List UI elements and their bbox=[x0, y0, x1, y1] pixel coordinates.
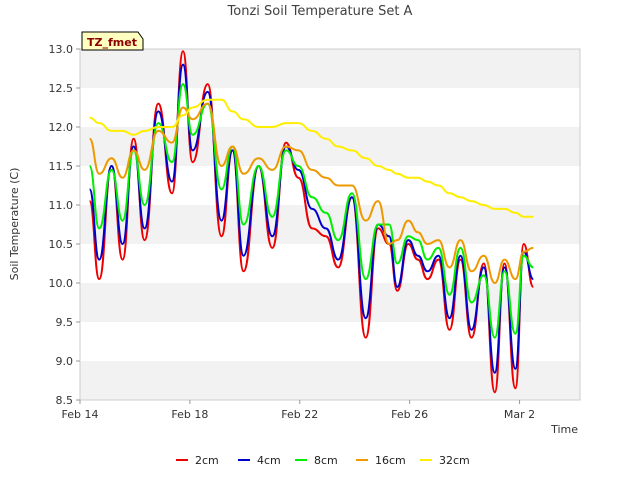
grid-band bbox=[80, 283, 580, 322]
series-line-16cm bbox=[88, 102, 534, 284]
y-axis: 8.5 9.0 9.5 10.0 10.5 11.0 11.5 12.0 12.5 13.0 bbox=[49, 43, 80, 407]
series-lines bbox=[88, 50, 535, 394]
y-tick-label: 12.0 bbox=[49, 121, 74, 134]
grid-band bbox=[80, 322, 580, 361]
legend-label-2cm: 2cm bbox=[195, 454, 219, 467]
grid-band bbox=[80, 244, 580, 283]
x-tick-label: Mar 2 bbox=[504, 408, 535, 421]
y-tick-label: 8.5 bbox=[56, 394, 74, 407]
series-line-8cm bbox=[88, 83, 534, 339]
y-axis-label: Soil Temperature (C) bbox=[8, 168, 21, 281]
series-line-32cm bbox=[89, 98, 534, 218]
legend-label-16cm: 16cm bbox=[375, 454, 406, 467]
y-tick-label: 12.5 bbox=[49, 82, 74, 95]
x-axis-label: Time bbox=[550, 423, 578, 436]
grid-band bbox=[80, 361, 580, 400]
legend-label-4cm: 4cm bbox=[257, 454, 281, 467]
grid-band bbox=[80, 166, 580, 205]
series-line-4cm bbox=[88, 63, 534, 374]
y-tick-label: 9.0 bbox=[56, 355, 74, 368]
legend: 2cm 4cm 8cm 16cm 32cm bbox=[176, 454, 470, 467]
grid-bands bbox=[80, 49, 580, 400]
x-tick-label: Feb 18 bbox=[171, 408, 208, 421]
grid-band bbox=[80, 49, 580, 88]
y-tick-label: 11.5 bbox=[49, 160, 74, 173]
badge-box bbox=[81, 31, 144, 51]
badge-label: TZ_fmet bbox=[87, 36, 137, 49]
plot-frame bbox=[79, 48, 581, 401]
x-tick-label: Feb 22 bbox=[281, 408, 318, 421]
y-tick-label: 10.0 bbox=[49, 277, 74, 290]
chart-title: Tonzi Soil Temperature Set A bbox=[227, 4, 413, 19]
legend-label-8cm: 8cm bbox=[314, 454, 338, 467]
x-tick-label: Feb 26 bbox=[391, 408, 428, 421]
y-tick-label: 9.5 bbox=[56, 316, 74, 329]
site-badge: TZ_fmet bbox=[81, 31, 144, 51]
y-tick-label: 10.5 bbox=[49, 238, 74, 251]
legend-label-32cm: 32cm bbox=[439, 454, 470, 467]
y-tick-label: 13.0 bbox=[49, 43, 74, 56]
x-tick-label: Feb 14 bbox=[62, 408, 99, 421]
y-tick-label: 11.0 bbox=[49, 199, 74, 212]
x-axis: Feb 14 Feb 18 Feb 22 Feb 26 Mar 2 bbox=[62, 400, 535, 421]
series-line-2cm bbox=[88, 50, 535, 394]
